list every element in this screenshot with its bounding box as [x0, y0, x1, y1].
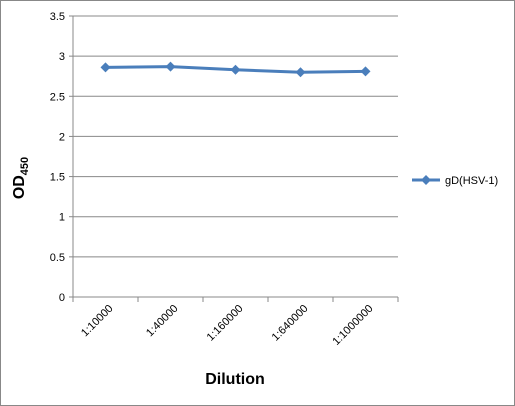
y-tick-label: 3 [59, 51, 65, 63]
y-tick-label: 2 [59, 131, 65, 143]
legend-label: gD(HSV-1) [445, 175, 498, 187]
x-axis-title: Dilution [205, 371, 265, 388]
y-tick-label: 0 [59, 292, 65, 304]
marker [230, 64, 241, 75]
y-axis-title: OD450 [11, 157, 31, 199]
y-tick-label: 1 [59, 212, 65, 224]
y-tick-label: 3.5 [50, 11, 65, 23]
y-tick-label: 1.5 [50, 172, 65, 184]
y-tick-label: 2.5 [50, 91, 65, 103]
legend-marker [421, 175, 431, 185]
marker [100, 62, 111, 73]
marker [165, 61, 176, 72]
y-axis-title-sub: 450 [19, 157, 31, 175]
y-tick-label: 0.5 [50, 252, 65, 264]
marker [360, 66, 371, 77]
y-axis-title-main: OD [11, 175, 28, 199]
marker [295, 67, 306, 78]
